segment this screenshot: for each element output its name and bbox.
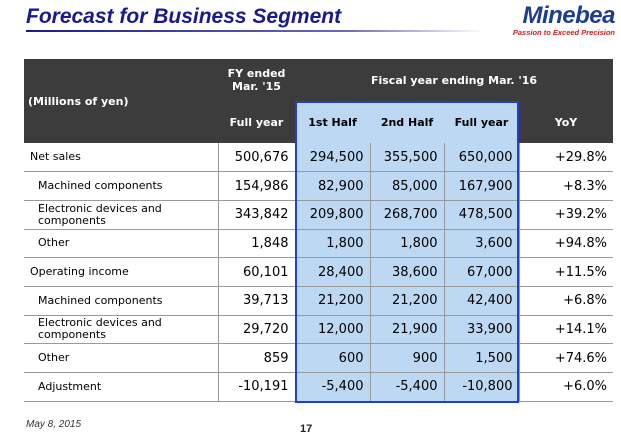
cell-value: 33,900 <box>443 315 519 345</box>
footer-date: May 8, 2015 <box>26 419 82 430</box>
row-label: Other <box>24 229 218 259</box>
cell-value: 21,200 <box>369 286 444 316</box>
cell-value: +11.5% <box>518 257 614 287</box>
row-label: Electronic devices and components <box>24 315 218 345</box>
cell-value: 1,848 <box>217 229 295 259</box>
logo-tagline: Passion to Exceed Precision <box>512 28 615 37</box>
cell-value: 85,000 <box>369 171 444 201</box>
table-row: Adjustment -10,191 -5,400 -5,400 -10,800… <box>24 372 614 402</box>
table-row: Machined components 39,713 21,200 21,200… <box>24 286 614 316</box>
table-row: Operating income 60,101 28,400 38,600 67… <box>24 257 614 287</box>
cell-value: 500,676 <box>217 143 295 173</box>
table-row: Electronic devices and components 343,84… <box>24 200 614 230</box>
cell-value: 154,986 <box>217 171 295 201</box>
cell-value: 12,000 <box>294 315 370 345</box>
cell-value: 167,900 <box>443 171 519 201</box>
cell-value: +39.2% <box>518 200 614 230</box>
col-header-1st-half: 1st Half <box>295 101 370 143</box>
cell-value: -5,400 <box>294 372 370 402</box>
page-title: Forecast for Business Segment <box>26 5 342 28</box>
cell-value: -5,400 <box>369 372 444 402</box>
cell-value: 21,900 <box>369 315 444 345</box>
cell-value: +6.0% <box>518 372 614 402</box>
cell-value: 21,200 <box>294 286 370 316</box>
cell-value: 1,800 <box>294 229 370 259</box>
cell-value: 900 <box>369 343 444 373</box>
cell-value: 1,800 <box>369 229 444 259</box>
fy-prev-header: FY ended Mar. '15 <box>218 59 295 101</box>
col-header-full-year-prev: Full year <box>218 101 295 143</box>
fy-next-header: Fiscal year ending Mar. '16 <box>295 59 614 101</box>
cell-value: 42,400 <box>443 286 519 316</box>
cell-value: 209,800 <box>294 200 370 230</box>
title-underline <box>26 30 484 32</box>
cell-value: 82,900 <box>294 171 370 201</box>
cell-value: +74.6% <box>518 343 614 373</box>
cell-value: 38,600 <box>369 257 444 287</box>
cell-value: +6.8% <box>518 286 614 316</box>
cell-value: 1,500 <box>443 343 519 373</box>
cell-value: 39,713 <box>217 286 295 316</box>
logo-name: Minebea <box>522 2 615 29</box>
cell-value: 28,400 <box>294 257 370 287</box>
table-row: Other 1,848 1,800 1,800 3,600 +94.8% <box>24 229 614 259</box>
cell-value: 294,500 <box>294 143 370 173</box>
row-label: Net sales <box>24 143 218 173</box>
row-label: Machined components <box>24 286 218 316</box>
col-header-yoy: YoY <box>519 101 614 143</box>
company-logo: Minebea Passion to Exceed Precision <box>490 2 616 38</box>
cell-value: 3,600 <box>443 229 519 259</box>
cell-value: +14.1% <box>518 315 614 345</box>
cell-value: 478,500 <box>443 200 519 230</box>
cell-value: -10,191 <box>217 372 295 402</box>
table-row: Electronic devices and components 29,720… <box>24 315 614 345</box>
row-label: Operating income <box>24 257 218 287</box>
table-row: Other 859 600 900 1,500 +74.6% <box>24 343 614 373</box>
col-header-full-year-next: Full year <box>444 101 519 143</box>
cell-value: +29.8% <box>518 143 614 173</box>
cell-value: 859 <box>217 343 295 373</box>
cell-value: 343,842 <box>217 200 295 230</box>
cell-value: 67,000 <box>443 257 519 287</box>
header-row-top: (Millions of yen) FY ended Mar. '15 Fisc… <box>24 59 614 143</box>
cell-value: -10,800 <box>443 372 519 402</box>
forecast-table: (Millions of yen) FY ended Mar. '15 Fisc… <box>24 59 614 402</box>
row-label: Adjustment <box>24 372 218 402</box>
cell-value: 29,720 <box>217 315 295 345</box>
table-row: Net sales 500,676 294,500 355,500 650,00… <box>24 143 614 173</box>
row-label: Machined components <box>24 171 218 201</box>
page-number: 17 <box>300 423 313 435</box>
cell-value: +94.8% <box>518 229 614 259</box>
row-label: Electronic devices and components <box>24 200 218 230</box>
cell-value: +8.3% <box>518 171 614 201</box>
cell-value: 650,000 <box>443 143 519 173</box>
units-label: (Millions of yen) <box>24 59 218 143</box>
col-header-2nd-half: 2nd Half <box>370 101 444 143</box>
row-label: Other <box>24 343 218 373</box>
header-row-bottom: Full year 1st Half 2nd Half Full year Yo… <box>24 101 614 143</box>
cell-value: 600 <box>294 343 370 373</box>
cell-value: 60,101 <box>217 257 295 287</box>
cell-value: 268,700 <box>369 200 444 230</box>
table-row: Machined components 154,986 82,900 85,00… <box>24 171 614 201</box>
cell-value: 355,500 <box>369 143 444 173</box>
